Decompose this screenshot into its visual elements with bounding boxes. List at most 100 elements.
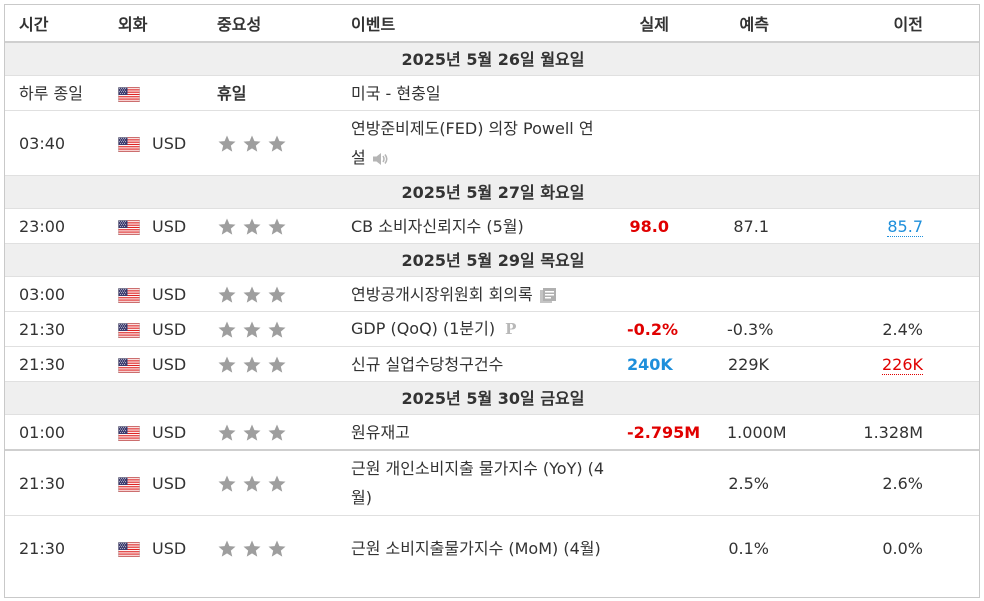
us-flag-icon — [118, 542, 140, 557]
star-icon — [267, 539, 287, 559]
table-row[interactable]: 21:30 USD 근원 개인소비지출 물가지수 (YoY) (4월) 2.5%… — [5, 449, 979, 516]
header-time[interactable]: 시간 — [5, 5, 104, 43]
preliminary-p-icon: P — [505, 320, 517, 338]
table-row[interactable]: 하루 종일 휴일 미국 - 현충일 — [5, 75, 979, 111]
time-cell: 하루 종일 — [5, 75, 104, 111]
star-icon — [217, 474, 237, 494]
importance-cell — [203, 110, 337, 176]
actual-cell: -2.795M — [627, 414, 727, 450]
header-actual[interactable]: 실제 — [627, 5, 727, 43]
currency-code: USD — [152, 216, 187, 236]
time-cell: 21:30 — [5, 346, 104, 382]
star-icon — [267, 285, 287, 305]
currency-cell: USD — [104, 346, 203, 382]
currency-code: USD — [152, 284, 187, 304]
importance-stars — [217, 285, 287, 305]
time-cell: 03:00 — [5, 276, 104, 312]
event-cell[interactable]: 미국 - 현충일 — [337, 75, 627, 111]
star-icon — [242, 539, 262, 559]
event-cell[interactable]: 신규 실업수당청구건수 — [337, 346, 627, 382]
time-cell: 03:40 — [5, 110, 104, 176]
header-previous[interactable]: 이전 — [827, 5, 979, 43]
us-flag-icon — [118, 358, 140, 373]
importance-stars — [217, 217, 287, 237]
star-icon — [267, 474, 287, 494]
us-flag-icon — [118, 87, 140, 102]
time-cell: 21:30 — [5, 311, 104, 347]
forecast-cell — [727, 110, 827, 176]
table-row[interactable]: 21:30 USD GDP (QoQ) (1분기) P -0.2% -0.3% 2… — [5, 311, 979, 347]
actual-cell — [627, 75, 727, 111]
header-currency[interactable]: 외화 — [104, 5, 203, 43]
importance-cell — [203, 449, 337, 516]
currency-code: USD — [152, 473, 187, 493]
table-row[interactable]: 21:30 USD 근원 소비지출물가지수 (MoM) (4월) 0.1% 0.… — [5, 515, 979, 580]
us-flag-icon — [118, 137, 140, 152]
currency-cell: USD — [104, 110, 203, 176]
table-row[interactable]: 03:40 USD 연방준비제도(FED) 의장 Powell 연설 — [5, 110, 979, 176]
actual-cell — [627, 449, 727, 516]
economic-calendar: 시간 외화 중요성 이벤트 실제 예측 이전 2025년 5월 26일 월요일 … — [4, 4, 980, 598]
time-cell: 21:30 — [5, 515, 104, 580]
table-row[interactable]: 21:30 USD 신규 실업수당청구건수 240K 229K 226K — [5, 346, 979, 382]
forecast-cell: 1.000M — [727, 414, 827, 450]
previous-revised-value[interactable]: 85.7 — [887, 216, 923, 237]
day-header: 2025년 5월 30일 금요일 — [5, 381, 979, 415]
actual-cell: -0.2% — [627, 311, 727, 347]
actual-cell — [627, 276, 727, 312]
us-flag-icon — [118, 477, 140, 492]
actual-cell: 240K — [627, 346, 727, 382]
table-row[interactable]: 03:00 USD 연방공개시장위원회 회의록 — [5, 276, 979, 312]
importance-stars — [217, 423, 287, 443]
star-icon — [267, 217, 287, 237]
event-name[interactable]: 연방공개시장위원회 회의록 — [351, 284, 533, 304]
event-cell[interactable]: 연방공개시장위원회 회의록 — [337, 276, 627, 312]
actual-cell: 98.0 — [627, 208, 727, 244]
document-icon[interactable] — [539, 287, 557, 304]
star-icon — [217, 355, 237, 375]
header-row: 시간 외화 중요성 이벤트 실제 예측 이전 — [5, 5, 979, 43]
importance-stars — [217, 320, 287, 340]
importance-stars — [217, 355, 287, 375]
header-event[interactable]: 이벤트 — [337, 5, 627, 43]
event-name[interactable]: 연방준비제도(FED) 의장 Powell 연설 — [351, 119, 594, 167]
currency-cell: USD — [104, 449, 203, 516]
importance-cell — [203, 346, 337, 382]
importance-cell — [203, 414, 337, 450]
importance-cell — [203, 276, 337, 312]
forecast-cell: 87.1 — [727, 208, 827, 244]
event-name[interactable]: GDP (QoQ) (1분기) — [351, 319, 496, 338]
event-cell[interactable]: 연방준비제도(FED) 의장 Powell 연설 — [337, 110, 627, 176]
currency-cell: USD — [104, 276, 203, 312]
importance-stars — [217, 474, 287, 494]
calendar-table: 시간 외화 중요성 이벤트 실제 예측 이전 2025년 5월 26일 월요일 … — [5, 5, 979, 580]
event-cell[interactable]: 원유재고 — [337, 414, 627, 450]
day-header: 2025년 5월 29일 목요일 — [5, 243, 979, 277]
table-row[interactable]: 01:00 USD 원유재고 -2.795M 1.000M 1.328M — [5, 414, 979, 450]
star-icon — [217, 217, 237, 237]
speaker-icon[interactable] — [372, 151, 390, 167]
currency-cell: USD — [104, 311, 203, 347]
header-forecast[interactable]: 예측 — [727, 5, 827, 43]
importance-stars — [217, 539, 287, 559]
previous-cell: 2.6% — [827, 449, 979, 516]
table-row[interactable]: 23:00 USD CB 소비자신뢰지수 (5월) 98.0 87.1 85.7 — [5, 208, 979, 244]
event-cell[interactable]: 근원 개인소비지출 물가지수 (YoY) (4월) — [337, 449, 627, 516]
event-cell[interactable]: GDP (QoQ) (1분기) P — [337, 311, 627, 347]
us-flag-icon — [118, 220, 140, 235]
actual-cell — [627, 110, 727, 176]
star-icon — [217, 285, 237, 305]
star-icon — [242, 320, 262, 340]
actual-cell — [627, 515, 727, 580]
us-flag-icon — [118, 323, 140, 338]
event-cell[interactable]: CB 소비자신뢰지수 (5월) — [337, 208, 627, 244]
day-label: 2025년 5월 27일 화요일 — [5, 175, 979, 209]
previous-revised-value[interactable]: 226K — [881, 354, 923, 375]
header-importance[interactable]: 중요성 — [203, 5, 337, 43]
event-cell[interactable]: 근원 소비지출물가지수 (MoM) (4월) — [337, 515, 627, 580]
currency-cell — [104, 75, 203, 111]
star-icon — [267, 355, 287, 375]
previous-cell — [827, 75, 979, 111]
currency-code: USD — [152, 319, 187, 339]
time-cell: 01:00 — [5, 414, 104, 450]
